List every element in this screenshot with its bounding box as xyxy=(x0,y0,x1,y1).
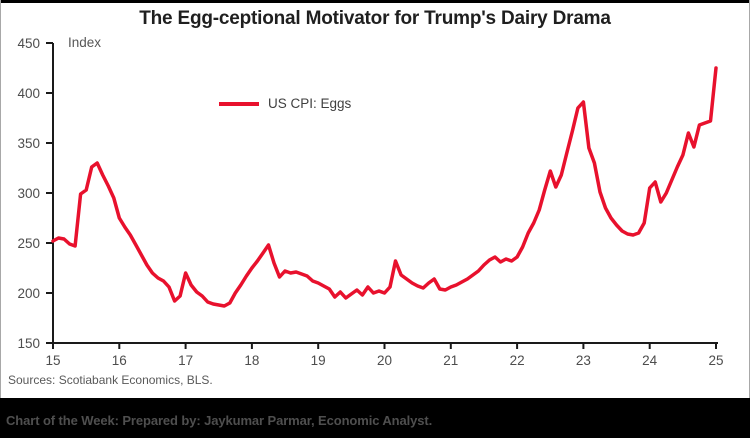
x-tick-label: 19 xyxy=(311,353,326,368)
footer-credit-text: Chart of the Week: Prepared by: Jaykumar… xyxy=(6,413,433,428)
x-tick-label: 24 xyxy=(642,353,658,368)
us-cpi-eggs-line xyxy=(51,66,718,308)
x-tick-label: 16 xyxy=(112,353,127,368)
y-tick-label: 400 xyxy=(17,86,40,101)
egg-cpi-line-chart: 450 400 350 300 250 200 150 15 16 17 18 19 20 21 22 23 2… xyxy=(17,36,723,368)
x-tick-label: 22 xyxy=(510,353,525,368)
legend-line-swatch-icon xyxy=(219,101,259,106)
footer-bar: Chart of the Week: Prepared by: Jaykumar… xyxy=(0,398,750,438)
x-tick-label: 18 xyxy=(244,353,259,368)
x-tick-label: 25 xyxy=(708,353,723,368)
y-tick-label: 350 xyxy=(17,136,40,151)
y-tick-label: 250 xyxy=(17,236,40,251)
left-border xyxy=(0,0,1,438)
y-tick-label: 150 xyxy=(17,336,40,351)
y-tick-label: 450 xyxy=(17,36,40,51)
x-tick-label: 17 xyxy=(178,353,193,368)
chart-title: The Egg-ceptional Motivator for Trump's … xyxy=(139,8,611,29)
top-border xyxy=(0,0,750,3)
legend: US CPI: Eggs xyxy=(219,96,351,111)
legend-series-label: US CPI: Eggs xyxy=(268,96,352,111)
x-tick-label: 20 xyxy=(377,353,392,368)
x-tick-label: 21 xyxy=(443,353,458,368)
x-tick-label: 23 xyxy=(576,353,591,368)
y-tick-label: 300 xyxy=(17,186,40,201)
source-note: Sources: Scotiabank Economics, BLS. xyxy=(8,373,213,387)
y-axis-unit-label: Index xyxy=(68,35,102,50)
y-tick-label: 200 xyxy=(17,286,40,301)
x-tick-label: 15 xyxy=(45,353,60,368)
